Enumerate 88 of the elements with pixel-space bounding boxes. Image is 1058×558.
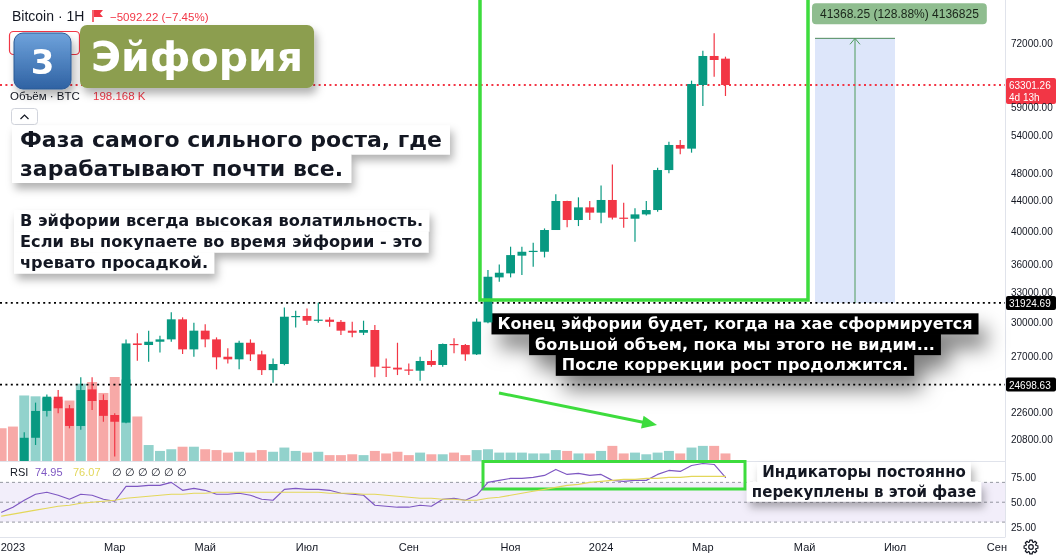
bar — [132, 416, 143, 461]
candlestick — [607, 163, 617, 220]
candlestick — [574, 196, 583, 227]
candlestick — [540, 227, 549, 259]
candlestick — [212, 336, 221, 370]
candlestick — [257, 350, 267, 376]
ref-line-label: 31924.69 — [1009, 297, 1052, 309]
y-tick-label: 33000.00 — [1011, 286, 1054, 298]
candlestick — [234, 340, 244, 370]
x-tick-label: Сен — [398, 541, 419, 553]
annotation: 74.95 — [35, 466, 63, 478]
bar — [177, 446, 188, 461]
bar — [234, 451, 245, 461]
x-tick-label: 2024 — [588, 541, 614, 553]
bar — [256, 450, 267, 461]
y-tick-label: 54000.00 — [1011, 130, 1054, 142]
annotation: Индикаторы постоянно перекуплены в этой фазе — [751, 463, 977, 501]
bar — [290, 450, 301, 461]
candlestick — [155, 335, 165, 353]
annotation: 198.168 K — [93, 90, 146, 102]
annotation: Эйфория — [91, 32, 304, 81]
candlestick — [438, 342, 448, 368]
candlestick — [415, 356, 425, 382]
annotation: В эйфории всегда высокая волатильность. Если вы покупаете во время эйфории - это чревато просадкой. — [20, 211, 424, 272]
y-tick-label: 20800.00 — [1011, 433, 1054, 445]
y-tick-label: 48000.00 — [1011, 167, 1054, 179]
x-tick-label: Мар — [103, 541, 126, 553]
x-tick-label: Сен — [986, 541, 1007, 553]
candlestick — [596, 184, 606, 224]
bar — [313, 451, 324, 461]
candlestick — [630, 207, 640, 243]
x-tick-label: Май — [194, 541, 216, 553]
bar — [403, 455, 414, 461]
y-tick-label: 44000.00 — [1011, 195, 1054, 207]
x-tick-label: Ноя — [500, 541, 521, 553]
chart-title: Объём · BTC — [10, 90, 80, 102]
x-tick-label: Май — [793, 541, 816, 553]
annotation: 3 — [30, 42, 55, 82]
candlestick — [246, 338, 255, 362]
bar — [596, 450, 607, 461]
y-tick-label: 50.00 — [1011, 496, 1037, 508]
annotation: ∅ ∅ ∅ ∅ ∅ ∅ — [112, 466, 188, 478]
bar — [562, 450, 573, 461]
annotation: Фаза самого сильного роста, где зарабатывают почти все. — [20, 127, 442, 181]
bar — [426, 454, 437, 461]
ref-line-label: 24698.63 — [1009, 379, 1052, 391]
candlestick — [189, 322, 199, 358]
y-tick-label: 30000.00 — [1011, 317, 1054, 329]
y-tick-label: 22600.00 — [1011, 407, 1054, 419]
y-tick-label: 75.00 — [1011, 471, 1037, 483]
bar — [437, 454, 448, 461]
y-tick-label: 72000.00 — [1011, 38, 1054, 50]
bar — [415, 452, 426, 461]
bar — [550, 450, 561, 461]
candlestick — [144, 330, 154, 363]
bar — [188, 446, 199, 461]
text: Bitcoin · 1H — [12, 8, 85, 24]
bar — [302, 452, 312, 461]
candlestick — [562, 200, 572, 228]
x-tick-label: Мар — [692, 541, 714, 553]
candlestick — [166, 311, 176, 343]
candlestick — [585, 200, 595, 221]
bar — [200, 449, 211, 461]
line-series — [1, 475, 727, 517]
x-tick-label: 2023 — [0, 541, 26, 553]
y-tick-label: 36000.00 — [1011, 259, 1054, 271]
candlestick — [302, 307, 312, 326]
y-tick-label: 25.00 — [1011, 521, 1037, 533]
bar — [607, 445, 618, 461]
line-series — [1, 462, 727, 513]
candlestick — [132, 332, 142, 362]
bar — [211, 450, 222, 461]
bar — [222, 452, 233, 461]
y-tick-label: 59000.00 — [1011, 101, 1054, 113]
annotation: −5092.22 (−7.45%) — [110, 11, 209, 23]
y-tick-label: 40000.00 — [1011, 225, 1054, 237]
x-tick-label: Июл — [295, 541, 319, 553]
annotation: 76.07 — [73, 466, 101, 478]
candlestick — [709, 32, 719, 78]
candlestick — [200, 323, 210, 348]
bar — [245, 452, 256, 461]
y-tick-label: 27000.00 — [1011, 350, 1054, 362]
candlestick — [506, 246, 515, 278]
chart-title: RSI — [10, 466, 29, 478]
band-label: 41368.25 (128.88%) 4136825 — [820, 6, 980, 21]
x-tick-label: Июл — [883, 541, 907, 553]
bar — [358, 455, 369, 461]
candlestick — [517, 246, 527, 276]
